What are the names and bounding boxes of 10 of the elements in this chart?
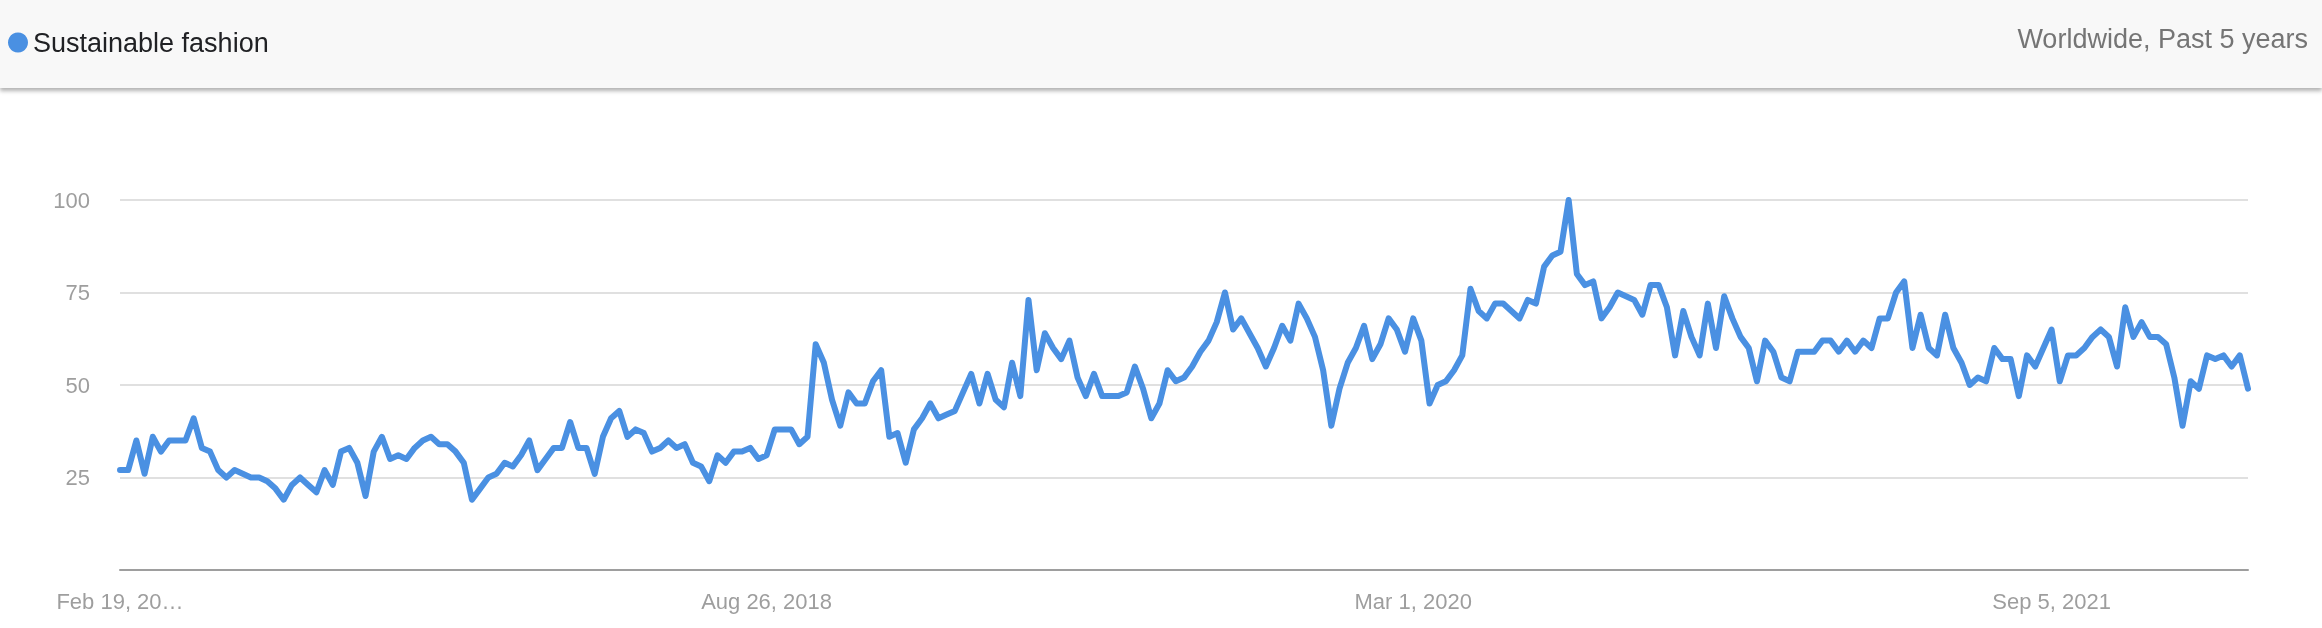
x-tick-label: Aug 26, 2018: [701, 588, 833, 614]
x-tick-label: Mar 1, 2020: [1354, 588, 1472, 614]
x-tick-label: Feb 19, 20…: [56, 588, 184, 614]
chart-subtitle: Worldwide, Past 5 years: [2017, 24, 2308, 55]
x-tick-label: Sep 5, 2021: [1992, 588, 2111, 614]
y-tick-label: 50: [65, 372, 90, 398]
y-tick-label: 75: [65, 280, 90, 305]
y-tick-label: 100: [53, 187, 90, 213]
legend-label: Sustainable fashion: [33, 27, 269, 58]
y-tick-label: 25: [65, 465, 90, 490]
